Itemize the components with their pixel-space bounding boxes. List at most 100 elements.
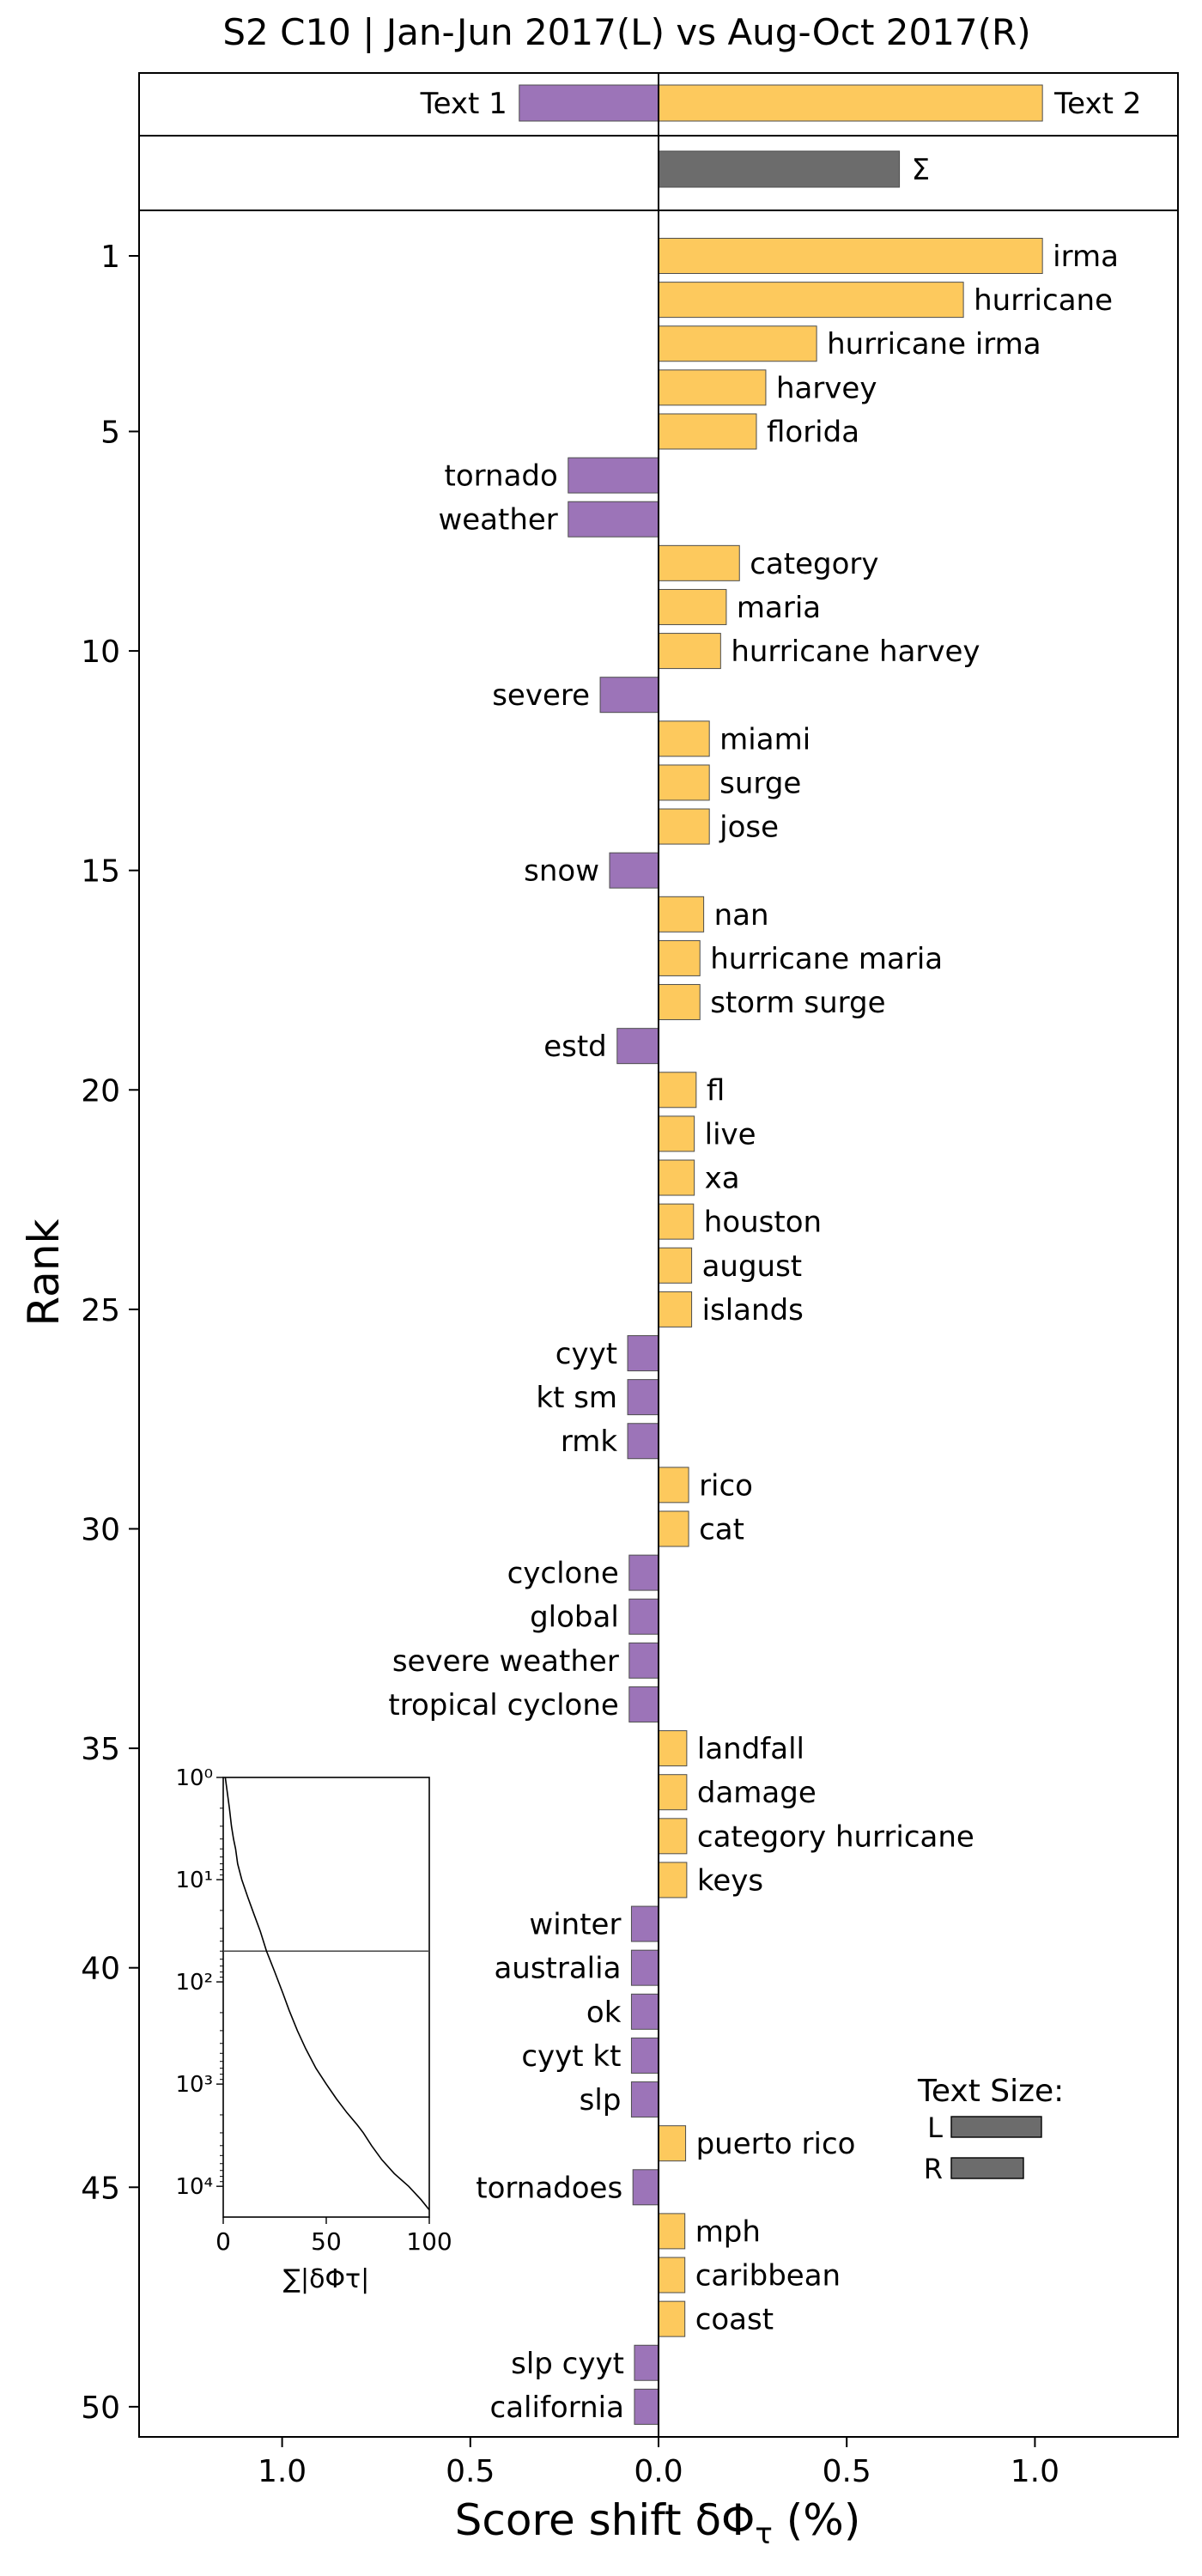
word-bar-2 (658, 282, 964, 319)
y-tick-label-15: 15 (81, 854, 120, 890)
word-label-16: nan (714, 898, 769, 933)
word-label-19: estd (543, 1030, 607, 1064)
word-bar-23 (658, 1203, 695, 1240)
word-label-5: florida (767, 415, 859, 449)
word-bar-44 (658, 2125, 687, 2162)
word-bar-18 (658, 984, 701, 1021)
word-bar-22 (658, 1159, 695, 1196)
word-label-2: hurricane (974, 283, 1113, 318)
word-bar-36 (658, 1774, 688, 1811)
word-bar-46 (658, 2213, 686, 2250)
word-label-9: maria (737, 591, 821, 625)
word-label-32: global (530, 1601, 619, 1635)
word-bar-38 (658, 1862, 688, 1899)
word-bar-26 (627, 1335, 659, 1371)
y-tick-label-40: 40 (81, 1952, 120, 1987)
word-label-8: category (750, 547, 878, 581)
summary-label-sigma: Σ (912, 153, 930, 187)
word-bar-42 (630, 2037, 659, 2074)
word-label-30: cat (699, 1512, 744, 1546)
word-bar-40 (630, 1949, 659, 1986)
word-bar-11 (599, 677, 659, 714)
inset-y-tick-label-0: 10⁰ (175, 1765, 213, 1791)
text-size-label-L: L (927, 2111, 943, 2144)
word-bar-19 (616, 1028, 659, 1065)
word-label-11: severe (492, 678, 590, 713)
y-tick-label-50: 50 (81, 2391, 120, 2426)
x-tick-label-4: 1.0 (1011, 2454, 1059, 2489)
word-label-18: storm surge (710, 986, 885, 1020)
x-tick-label-1: 0.5 (446, 2454, 495, 2489)
word-label-42: cyyt kt (521, 2039, 621, 2074)
word-bar-1 (658, 238, 1043, 274)
y-tick-label-35: 35 (81, 1732, 120, 1767)
word-bar-35 (658, 1730, 688, 1767)
inset-y-tick-label-1: 10¹ (175, 1868, 213, 1893)
word-label-48: coast (695, 2303, 774, 2337)
word-label-45: tornadoes (476, 2171, 622, 2205)
x-axis-label-subscript: τ (755, 2517, 772, 2551)
word-label-15: snow (524, 854, 599, 889)
word-bar-6 (568, 457, 659, 494)
word-label-22: xa (705, 1162, 740, 1196)
word-label-49: slp cyyt (511, 2347, 624, 2381)
word-bar-37 (658, 1818, 688, 1855)
inset-y-tick-label-2: 10² (175, 1970, 213, 1996)
word-label-28: rmk (561, 1425, 618, 1459)
word-label-6: tornado (445, 459, 558, 494)
summary-label-text1: Text 1 (420, 87, 507, 121)
word-label-25: islands (702, 1293, 804, 1327)
y-tick-label-10: 10 (81, 635, 120, 670)
word-bar-13 (658, 764, 710, 801)
word-bar-15 (609, 852, 659, 889)
word-label-29: rico (699, 1468, 753, 1503)
word-label-14: jose (719, 811, 779, 845)
word-label-40: australia (494, 1952, 621, 1986)
word-label-50: california (490, 2391, 624, 2425)
word-label-37: category hurricane (697, 1820, 974, 1854)
word-label-26: cyyt (555, 1337, 617, 1371)
word-bar-12 (658, 720, 710, 757)
word-label-3: hurricane irma (827, 327, 1041, 361)
y-tick-label-25: 25 (81, 1293, 120, 1328)
word-bar-27 (627, 1379, 659, 1416)
word-bar-10 (658, 633, 721, 670)
word-label-21: live (705, 1117, 756, 1151)
word-label-35: landfall (697, 1732, 804, 1766)
x-axis-label: Score shift δΦτ (%) (455, 2495, 861, 2551)
text-size-legend: Text Size:LR (917, 2074, 1064, 2185)
word-bar-34 (628, 1686, 659, 1722)
word-label-41: ok (586, 1996, 622, 2030)
word-bar-41 (630, 1993, 659, 2030)
text-size-label-R: R (924, 2153, 943, 2185)
word-bar-7 (568, 501, 659, 538)
word-label-24: august (702, 1249, 803, 1284)
word-bar-4 (658, 369, 767, 406)
word-label-13: surge (719, 766, 801, 800)
inset-x-tick-label-1: 50 (311, 2227, 342, 2256)
word-label-1: irma (1053, 240, 1119, 274)
inset-x-label: ∑|δΦτ| (283, 2264, 369, 2294)
word-label-44: puerto rico (696, 2127, 856, 2161)
y-axis-label: Rank (19, 1218, 69, 1326)
word-bar-21 (658, 1115, 695, 1152)
summary-bar-sigma (658, 150, 901, 188)
word-bar-8 (658, 544, 740, 581)
text-size-title: Text Size: (917, 2074, 1064, 2109)
summary-label-text2: Text 2 (1053, 87, 1141, 121)
word-bar-30 (658, 1510, 689, 1547)
x-tick-label-0: 1.0 (258, 2454, 307, 2489)
word-label-46: mph (695, 2215, 761, 2249)
main-panel: irma hurricane hurricane irma harvey florida… (81, 210, 1179, 2489)
inset-y-tick-label-3: 10³ (175, 2072, 213, 2098)
word-bar-24 (658, 1247, 693, 1284)
word-label-39: winter (529, 1908, 621, 1942)
inset-frame (222, 1777, 430, 2218)
word-label-23: houston (704, 1206, 822, 1240)
word-bar-48 (658, 2300, 686, 2337)
word-bar-31 (628, 1554, 659, 1591)
inset-y-tick-label-4: 10⁴ (175, 2174, 213, 2200)
x-tick-label-3: 0.5 (823, 2454, 871, 2489)
word-bar-9 (658, 588, 727, 625)
word-bar-33 (628, 1642, 659, 1679)
